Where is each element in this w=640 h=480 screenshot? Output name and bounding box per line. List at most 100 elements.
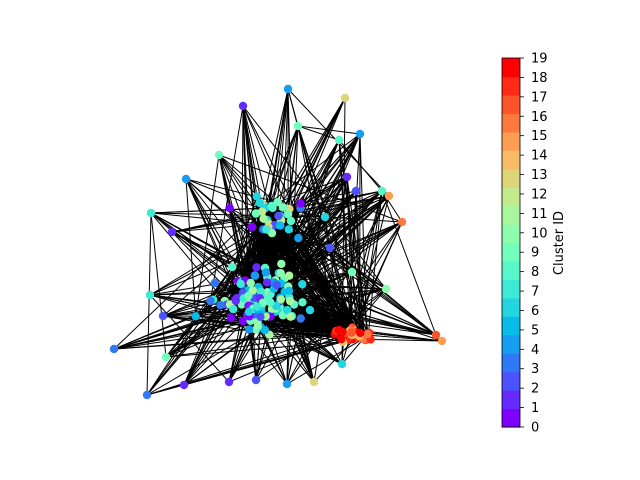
graph-edge	[278, 190, 383, 217]
colorbar-band	[502, 353, 520, 373]
graph-node	[294, 233, 303, 243]
graph-node	[238, 101, 248, 111]
graph-node	[252, 192, 261, 201]
graph-edge	[329, 247, 361, 336]
graph-node	[214, 150, 224, 160]
colorbar-band	[502, 334, 520, 354]
graph-node	[247, 222, 257, 232]
colorbar-tick-label: 17	[531, 90, 548, 105]
graph-edge	[113, 330, 352, 350]
graph-node	[252, 263, 261, 272]
graph-node	[276, 269, 285, 278]
graph-node	[363, 329, 372, 339]
graph-node	[305, 305, 315, 315]
colorbar-band	[502, 297, 520, 317]
colorbar-tick-label: 18	[531, 71, 548, 86]
graph-edge	[324, 216, 344, 342]
colorbar-band	[502, 58, 520, 78]
graph-nodes	[109, 84, 447, 400]
graph-edge	[271, 225, 353, 336]
graph-node	[355, 129, 365, 139]
graph-node	[431, 330, 441, 340]
graph-edge	[324, 190, 383, 218]
graph-node	[225, 204, 234, 213]
graph-node	[167, 227, 177, 237]
graph-edge	[359, 190, 383, 333]
graph-node	[384, 191, 394, 201]
graph-node	[142, 390, 152, 400]
colorbar-tick-label: 6	[531, 304, 539, 319]
graph-node	[347, 267, 357, 277]
graph-edge	[165, 266, 233, 358]
graph-edge	[219, 196, 258, 306]
graph-edge	[260, 326, 343, 343]
graph-node	[437, 336, 447, 346]
graph-node	[293, 121, 303, 131]
graph-edge	[335, 221, 403, 332]
graph-edge	[289, 190, 383, 210]
graph-node	[238, 316, 248, 326]
graph-node	[246, 278, 255, 288]
graph-edge	[277, 215, 352, 333]
graph-node	[284, 210, 293, 219]
colorbar-band	[502, 187, 520, 207]
graph-edge	[165, 224, 275, 358]
colorbar-tick-label: 13	[531, 168, 548, 183]
graph-edge	[149, 294, 230, 383]
colorbar-band	[502, 150, 520, 170]
graph-node	[158, 311, 168, 321]
graph-edge	[346, 176, 369, 336]
graph-edge	[297, 125, 361, 135]
colorbar-band	[502, 224, 520, 244]
graph-node	[224, 377, 234, 387]
graph-edges	[113, 88, 443, 396]
graph-edge	[162, 308, 258, 317]
graph-node	[251, 209, 261, 218]
graph-node	[244, 325, 254, 334]
graph-edge	[165, 341, 343, 358]
graph-node	[275, 221, 285, 230]
colorbar-tick-label: 15	[531, 129, 548, 144]
graph-node	[145, 290, 155, 300]
graph-node	[282, 379, 292, 389]
colorbar-tick-label: 2	[531, 382, 539, 397]
graph-node	[226, 313, 236, 323]
graph-node	[334, 135, 344, 145]
graph-edge	[185, 178, 246, 281]
graph-node	[276, 295, 286, 304]
colorbar-band	[502, 390, 520, 410]
graph-node	[283, 305, 292, 315]
graph-node	[325, 243, 335, 253]
graph-node	[298, 298, 307, 307]
graph-edge	[146, 229, 267, 396]
graph-edge	[346, 176, 357, 333]
graph-edge	[185, 178, 238, 299]
graph-node	[337, 359, 347, 369]
graph-node	[340, 93, 350, 103]
graph-node	[216, 300, 225, 310]
graph-node	[381, 284, 391, 294]
graph-node	[309, 377, 319, 387]
graph-node	[231, 296, 240, 305]
colorbar-band	[502, 316, 520, 336]
colorbar-tick-label: 7	[531, 285, 539, 300]
graph-node	[109, 344, 119, 354]
graph-node	[161, 352, 171, 362]
graph-edge	[381, 190, 437, 336]
graph-node	[255, 198, 264, 208]
graph-edge	[210, 105, 244, 301]
graph-node	[244, 291, 253, 300]
colorbar-band	[502, 94, 520, 114]
colorbar-tick-label: 10	[531, 226, 548, 241]
graph-node	[284, 286, 294, 295]
graph-node	[267, 201, 276, 211]
graph-node	[262, 278, 272, 287]
graph-edge	[266, 219, 368, 335]
graph-node	[146, 208, 156, 218]
graph-node	[181, 174, 191, 184]
colorbar-tick-label: 14	[531, 149, 548, 164]
graph-node	[274, 211, 283, 221]
colorbar-tick-label: 9	[531, 246, 539, 261]
